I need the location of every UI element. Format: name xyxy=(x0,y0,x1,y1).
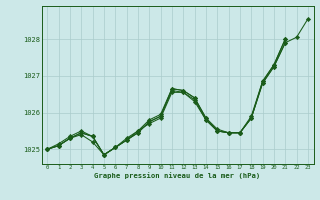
X-axis label: Graphe pression niveau de la mer (hPa): Graphe pression niveau de la mer (hPa) xyxy=(94,172,261,179)
